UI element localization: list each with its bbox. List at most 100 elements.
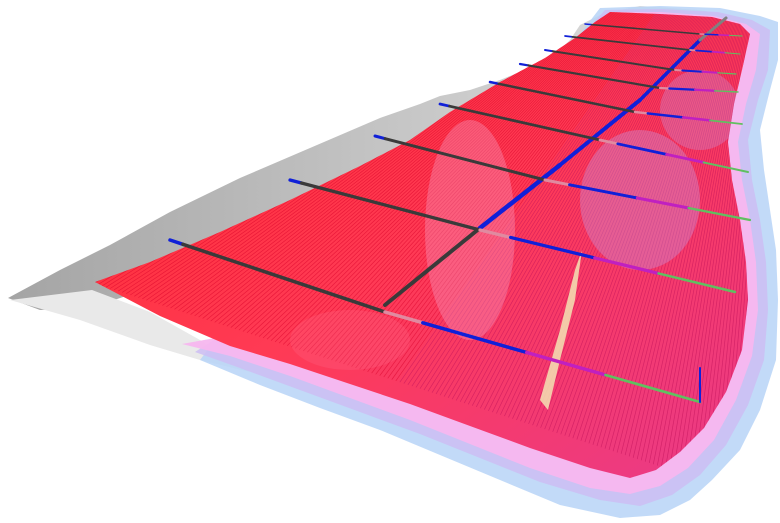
pipe-segment xyxy=(704,33,720,36)
pipe-segment xyxy=(518,62,530,67)
pipe-segment xyxy=(701,70,719,74)
pipe-segment xyxy=(668,87,697,91)
contour-line xyxy=(661,12,750,467)
contour-line xyxy=(391,12,692,380)
contour-line xyxy=(544,12,728,430)
contour-line xyxy=(652,12,750,465)
contour-line xyxy=(479,12,713,409)
contour-line xyxy=(532,12,725,426)
contour-line xyxy=(387,12,691,379)
contour-line xyxy=(419,12,698,389)
contour-line xyxy=(504,12,718,417)
contour-line xyxy=(298,12,670,350)
pipe-segment xyxy=(591,23,701,35)
pipe-segment xyxy=(478,228,513,240)
pipe-segment xyxy=(693,88,716,92)
contour-line xyxy=(379,12,689,376)
pipe-segment xyxy=(713,90,739,93)
contour-line xyxy=(681,12,750,474)
pipe-segment xyxy=(717,72,737,75)
contour-line xyxy=(467,12,710,405)
contour-line xyxy=(443,12,704,397)
pipe-segment xyxy=(604,373,702,404)
contour-line xyxy=(536,12,726,427)
contour-line xyxy=(520,12,722,422)
contour-line xyxy=(274,12,664,343)
contour-line xyxy=(512,12,720,419)
contour-line xyxy=(677,12,750,473)
contour-line xyxy=(262,12,661,339)
contour-line xyxy=(463,12,709,404)
pipe-segment xyxy=(616,142,668,156)
contour-line xyxy=(270,12,663,341)
contour-line xyxy=(713,12,750,478)
pipe-segment xyxy=(657,272,737,294)
pipe-segment xyxy=(288,178,304,185)
contour-line xyxy=(475,12,712,408)
pipe-segment xyxy=(564,35,574,38)
pipe-segment xyxy=(299,181,482,232)
pipe-segment xyxy=(635,196,690,210)
contour-line xyxy=(665,12,750,469)
pipe-segment xyxy=(728,34,743,37)
pipe-segment xyxy=(448,104,602,142)
pipe-segment xyxy=(702,161,749,173)
pipe-segment xyxy=(527,64,662,90)
contour-line xyxy=(455,12,707,401)
pipe-segment xyxy=(681,116,712,122)
contour-line xyxy=(411,12,697,387)
contour-line xyxy=(302,12,671,352)
pipe-segment xyxy=(488,80,500,86)
pipe-segment xyxy=(711,50,726,54)
contour-line xyxy=(282,12,666,345)
pipe-segment xyxy=(497,82,637,114)
contour-line xyxy=(669,12,750,470)
pipe-segment xyxy=(695,49,714,53)
contour-line xyxy=(439,12,703,396)
contour-line xyxy=(278,12,665,344)
pipe-segment xyxy=(633,110,650,115)
contour-line xyxy=(423,12,699,391)
contour-line xyxy=(488,12,715,412)
contour-line xyxy=(266,12,662,340)
pipe-segment xyxy=(508,235,597,260)
pipe-segment xyxy=(438,102,451,108)
light-gray-apron xyxy=(10,290,250,372)
pipe-segment xyxy=(718,34,731,37)
pipe-segment xyxy=(681,69,704,73)
contour-line xyxy=(484,12,714,410)
contour-line xyxy=(705,12,750,478)
contour-line xyxy=(496,12,716,414)
pipe-segment xyxy=(551,50,676,71)
contour-line xyxy=(395,12,693,382)
contour-line xyxy=(294,12,669,349)
contour-line xyxy=(673,12,750,471)
contour-line xyxy=(500,12,717,415)
pipe-segment xyxy=(709,119,743,125)
contour-line xyxy=(656,12,750,466)
contour-line xyxy=(576,12,735,440)
pipe-segment xyxy=(383,310,425,325)
contour-line xyxy=(290,12,668,348)
contour-line xyxy=(286,12,667,347)
contour-line xyxy=(648,12,750,464)
contour-line xyxy=(564,12,733,436)
contour-line xyxy=(307,12,672,353)
contour-line xyxy=(451,12,706,400)
contour-line xyxy=(471,12,711,406)
contour-line xyxy=(508,12,719,418)
pipe-segment xyxy=(665,153,705,164)
contour-line xyxy=(693,12,750,478)
pipe-segment xyxy=(421,321,529,355)
pipe-segment xyxy=(477,162,563,231)
pipe-segment xyxy=(584,23,593,26)
contour-line xyxy=(447,12,705,399)
pipe-segment xyxy=(383,226,482,307)
pipe-segment xyxy=(544,49,554,53)
contour-line xyxy=(516,12,721,421)
contour-line xyxy=(548,12,729,431)
pipe-segment xyxy=(724,52,741,55)
pipe-segment xyxy=(543,178,572,187)
